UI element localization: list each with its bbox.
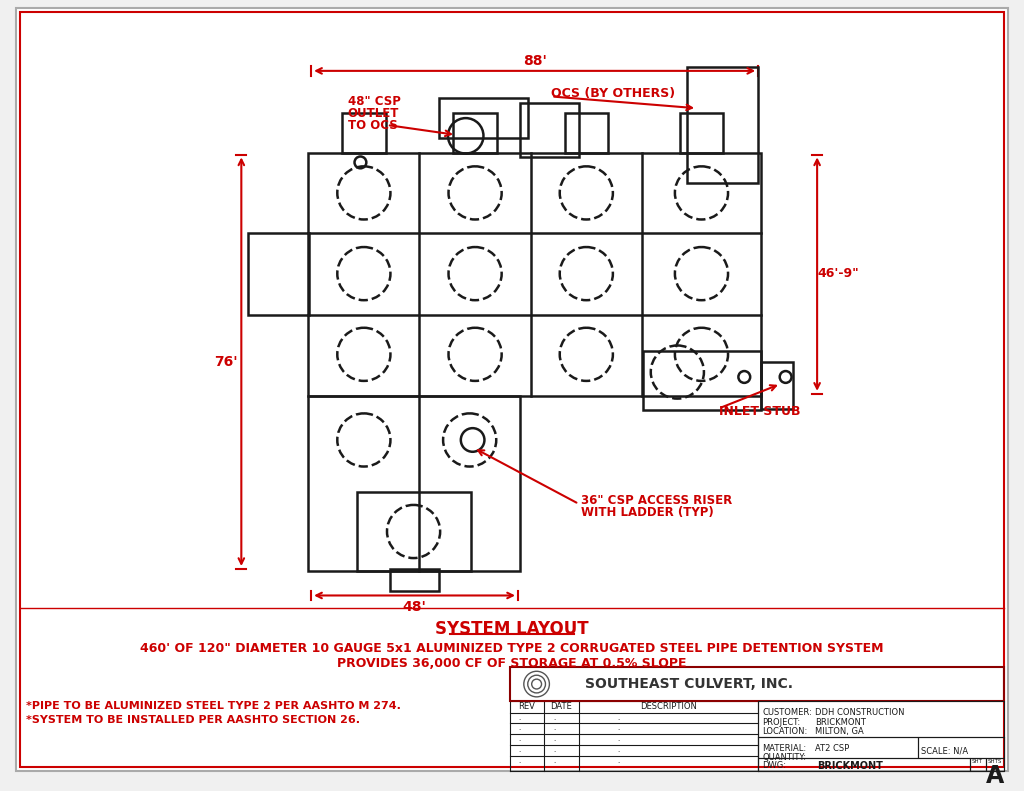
Bar	[680, 113, 723, 153]
Text: 46'-9": 46'-9"	[818, 267, 860, 280]
Text: .: .	[617, 725, 620, 732]
Bar	[758, 737, 918, 758]
Text: .: .	[553, 747, 555, 753]
Bar	[510, 668, 1005, 701]
Text: TO OCS: TO OCS	[347, 119, 397, 131]
Text: .: .	[519, 725, 521, 732]
Text: DATE: DATE	[550, 702, 572, 711]
Text: *SYSTEM TO BE INSTALLED PER AASHTO SECTION 26.: *SYSTEM TO BE INSTALLED PER AASHTO SECTI…	[26, 714, 359, 725]
Text: 48" CSP: 48" CSP	[347, 95, 400, 108]
Bar	[248, 233, 309, 315]
Text: DESCRIPTION: DESCRIPTION	[640, 702, 697, 711]
Text: REV: REV	[518, 702, 536, 711]
Text: DWG:: DWG:	[762, 761, 786, 770]
Text: .: .	[553, 736, 555, 742]
Text: CUSTOMER:: CUSTOMER:	[762, 708, 812, 717]
Text: .: .	[617, 747, 620, 753]
Text: .: .	[519, 747, 521, 753]
Text: SYSTEM LAYOUT: SYSTEM LAYOUT	[435, 620, 589, 638]
Text: SOUTHEAST CULVERT, INC.: SOUTHEAST CULVERT, INC.	[585, 677, 794, 691]
Text: 88': 88'	[522, 54, 547, 68]
Text: MATERIAL:: MATERIAL:	[762, 744, 806, 753]
Text: 460' OF 120" DIAMETER 10 GAUGE 5x1 ALUMINIZED TYPE 2 CORRUGATED STEEL PIPE DETEN: 460' OF 120" DIAMETER 10 GAUGE 5x1 ALUMI…	[140, 642, 884, 655]
Text: A: A	[986, 764, 1005, 788]
Text: SHT: SHT	[972, 759, 983, 764]
Text: .: .	[519, 736, 521, 742]
Text: *PIPE TO BE ALUMINIZED STEEL TYPE 2 PER AASHTO M 274.: *PIPE TO BE ALUMINIZED STEEL TYPE 2 PER …	[26, 701, 400, 711]
Bar	[308, 153, 761, 396]
Bar	[390, 569, 439, 591]
Text: BRICKMONT: BRICKMONT	[817, 761, 883, 771]
Text: .: .	[519, 758, 521, 764]
Bar	[970, 758, 986, 770]
Bar	[643, 351, 761, 411]
Text: .: .	[617, 714, 620, 721]
Text: .: .	[553, 725, 555, 732]
Text: QUANTITY:: QUANTITY:	[762, 753, 806, 762]
Bar	[758, 701, 1005, 770]
Bar	[357, 492, 471, 571]
Text: PROJECT:: PROJECT:	[762, 717, 800, 726]
Bar	[758, 758, 970, 770]
Text: OCS (BY OTHERS): OCS (BY OTHERS)	[551, 87, 676, 100]
Text: SCALE: N/A: SCALE: N/A	[922, 746, 969, 755]
Text: .: .	[553, 758, 555, 764]
Text: .: .	[553, 714, 555, 721]
Bar	[986, 758, 1005, 770]
Bar	[761, 362, 793, 410]
Bar	[439, 98, 527, 138]
Bar	[687, 67, 758, 183]
Text: PROVIDES 36,000 CF OF STORAGE AT 0.5% SLOPE: PROVIDES 36,000 CF OF STORAGE AT 0.5% SL…	[337, 657, 687, 669]
Text: SHTS: SHTS	[988, 759, 1002, 764]
Text: INLET STUB: INLET STUB	[719, 405, 800, 418]
Text: BRICKMONT: BRICKMONT	[815, 717, 866, 726]
Text: WITH LADDER (TYP): WITH LADDER (TYP)	[581, 506, 714, 520]
Text: MILTON, GA: MILTON, GA	[815, 728, 864, 736]
Text: LOCATION:: LOCATION:	[762, 728, 807, 736]
Bar	[308, 396, 520, 571]
Text: AT2 CSP: AT2 CSP	[815, 744, 849, 753]
Bar	[520, 104, 579, 157]
Bar	[564, 113, 608, 153]
Text: 36" CSP ACCESS RISER: 36" CSP ACCESS RISER	[581, 494, 732, 506]
Text: .: .	[617, 758, 620, 764]
Text: DDH CONSTRUCTION: DDH CONSTRUCTION	[815, 708, 904, 717]
Text: 48': 48'	[402, 600, 426, 615]
Text: .: .	[519, 714, 521, 721]
Text: OUTLET: OUTLET	[347, 107, 399, 119]
Bar	[342, 113, 385, 153]
Text: .: .	[617, 736, 620, 742]
Text: 76': 76'	[214, 355, 238, 369]
Bar	[918, 737, 1005, 758]
Bar	[454, 113, 497, 153]
